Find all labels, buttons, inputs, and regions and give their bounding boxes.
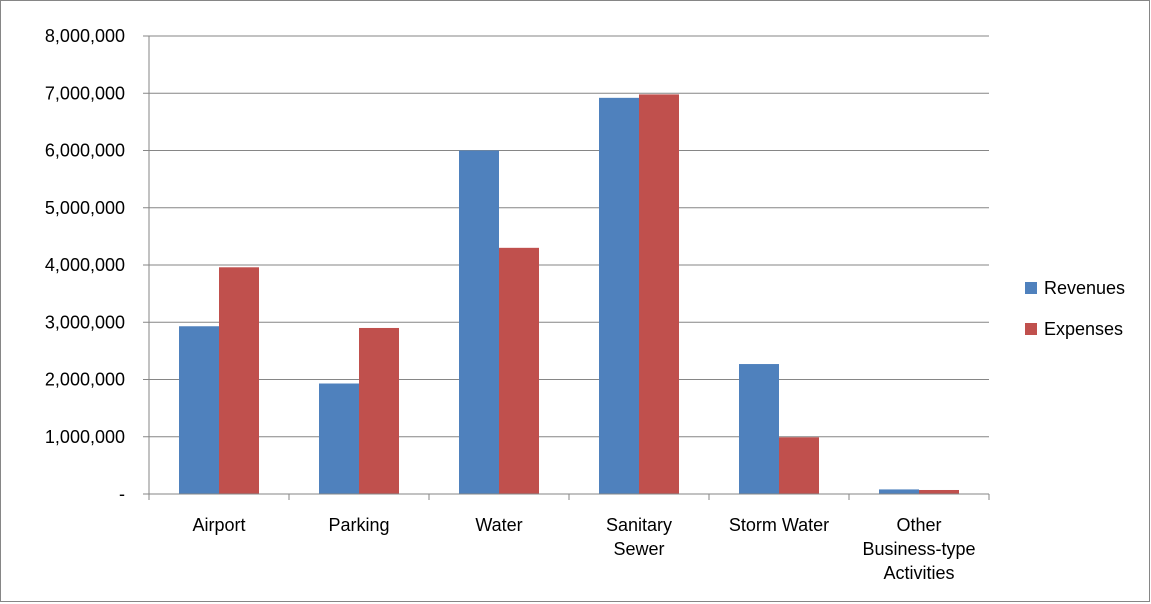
y-tick-label: 4,000,000 bbox=[45, 255, 125, 275]
y-tick-label: 1,000,000 bbox=[45, 427, 125, 447]
legend-swatch-revenues bbox=[1025, 282, 1037, 294]
x-category-label: Sewer bbox=[613, 539, 664, 559]
bar-revenues bbox=[599, 97, 639, 494]
bar-revenues bbox=[879, 489, 919, 494]
x-category-label: Activities bbox=[883, 563, 954, 583]
bar-expenses bbox=[499, 247, 539, 494]
bar-revenues bbox=[179, 326, 219, 494]
bar-expenses bbox=[359, 327, 399, 494]
x-category-label: Other bbox=[896, 515, 941, 535]
bar-expenses bbox=[219, 267, 259, 494]
y-tick-label: 2,000,000 bbox=[45, 370, 125, 390]
bar-revenues bbox=[459, 150, 499, 494]
y-tick-label: 7,000,000 bbox=[45, 83, 125, 103]
y-tick-label: 5,000,000 bbox=[45, 198, 125, 218]
x-category-label: Water bbox=[475, 515, 522, 535]
bar-revenues bbox=[739, 364, 779, 494]
bar-revenues bbox=[319, 383, 359, 494]
x-category-label: Airport bbox=[192, 515, 245, 535]
legend-label-expenses: Expenses bbox=[1044, 319, 1123, 339]
bar-expenses bbox=[919, 489, 959, 494]
x-category-label: Parking bbox=[328, 515, 389, 535]
x-category-label: Storm Water bbox=[729, 515, 829, 535]
bar-expenses bbox=[779, 437, 819, 494]
y-tick-label: - bbox=[119, 484, 125, 504]
bar-expenses bbox=[639, 94, 679, 495]
y-tick-label: 6,000,000 bbox=[45, 141, 125, 161]
y-tick-label: 3,000,000 bbox=[45, 312, 125, 332]
x-category-label: Business-type bbox=[862, 539, 975, 559]
y-tick-label: 8,000,000 bbox=[45, 26, 125, 46]
x-category-label: Sanitary bbox=[606, 515, 672, 535]
legend-label-revenues: Revenues bbox=[1044, 278, 1125, 298]
legend-swatch-expenses bbox=[1025, 323, 1037, 335]
